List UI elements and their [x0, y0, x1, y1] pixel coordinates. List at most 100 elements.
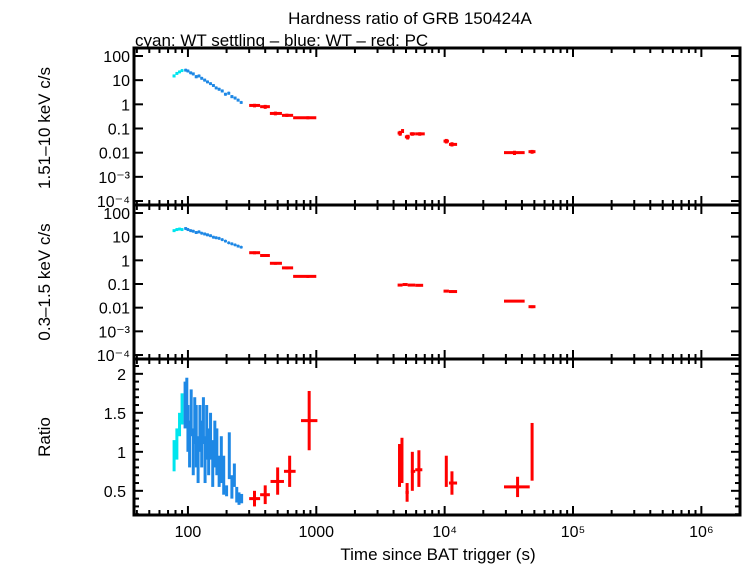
data-point: [217, 87, 221, 91]
y-tick-label: 1: [117, 445, 126, 462]
data-point: [293, 116, 317, 120]
panel-0: 100 10 1 0.1 0.01 10⁻³ 10⁻⁴: [97, 46, 742, 211]
y-tick-label: 0.5: [104, 484, 126, 501]
data-point: [209, 82, 213, 86]
y-tick-label: 100: [103, 49, 130, 66]
data-point: [197, 230, 201, 234]
data-point: [219, 436, 223, 484]
x-tick-label: 10⁵: [561, 524, 585, 541]
data-point: [230, 242, 234, 246]
data-point: [227, 91, 231, 95]
series-2: [249, 390, 534, 507]
data-point: [236, 244, 240, 248]
data-point: [189, 229, 193, 233]
data-point: [196, 436, 200, 484]
data-point: [269, 111, 282, 116]
y-tick-label: 10⁻³: [98, 324, 130, 341]
data-point: [191, 72, 195, 76]
x-tick-label: 10⁶: [689, 524, 713, 541]
data-point: [186, 69, 190, 73]
y-tick-label: 100: [103, 206, 130, 223]
data-point: [213, 420, 217, 468]
data-point: [233, 243, 237, 247]
data-point: [230, 95, 234, 99]
data-point: [415, 283, 424, 287]
data-point: [281, 266, 294, 270]
data-point: [211, 84, 215, 88]
data-point: [175, 428, 179, 460]
y-tick-label: 1.5: [104, 406, 126, 423]
data-point: [239, 245, 243, 249]
data-point: [405, 483, 409, 502]
y-tick-label: 0.01: [99, 146, 130, 163]
data-point: [223, 239, 227, 243]
series-0: [172, 393, 184, 472]
data-point: [172, 440, 176, 472]
data-point: [300, 390, 318, 451]
data-point: [249, 251, 261, 255]
data-point: [180, 69, 184, 73]
y-tick-label: 10: [112, 73, 130, 90]
y-axis-label-ratio: Ratio: [35, 417, 54, 457]
series-0: [172, 69, 184, 78]
data-point: [402, 283, 408, 287]
data-point: [201, 397, 205, 445]
data-point: [172, 229, 176, 233]
x-tick-label: 10⁴: [432, 524, 457, 541]
data-point: [240, 493, 244, 504]
data-point: [188, 420, 192, 468]
data-point: [237, 492, 241, 505]
data-point: [203, 78, 207, 82]
data-point: [504, 150, 525, 156]
data-point: [528, 305, 536, 309]
y-axis-label-soft: 0.3–1.5 keV c/s: [35, 223, 54, 340]
data-point: [184, 227, 188, 231]
data-point: [397, 283, 403, 287]
data-point: [215, 428, 219, 476]
data-point: [249, 103, 261, 108]
data-point: [178, 412, 182, 437]
data-point: [415, 132, 425, 136]
data-point: [214, 86, 218, 90]
y-tick-label: 0.1: [108, 277, 130, 294]
panel-frame: [132, 357, 742, 517]
data-point: [233, 96, 237, 100]
data-point: [444, 455, 448, 487]
data-point: [194, 230, 198, 234]
data-point: [448, 471, 458, 495]
x-tick-label: 1000: [298, 524, 334, 541]
data-point: [189, 389, 193, 437]
series-1: [184, 68, 243, 104]
data-point: [207, 428, 211, 476]
y-axis-label-hard: 1.51–10 keV c/s: [35, 67, 54, 189]
data-point: [225, 485, 229, 497]
data-point: [217, 455, 221, 487]
data-point: [194, 75, 198, 79]
data-point: [443, 289, 449, 293]
y-tick-label: 0.01: [99, 301, 130, 318]
data-point: [260, 104, 270, 109]
data-point: [217, 236, 221, 240]
data-point: [175, 71, 179, 75]
series-1: [184, 227, 243, 249]
data-point: [232, 463, 236, 487]
data-point: [211, 235, 215, 239]
data-point: [191, 229, 195, 233]
data-point: [448, 142, 458, 147]
data-point: [203, 232, 207, 236]
panel-2: 2 1.5 1 0.5 100 1000 10⁴ 10⁵ 10⁶: [104, 357, 742, 541]
panel-1: 100 10 1 0.1 0.01 10⁻³ 10⁻⁴: [97, 203, 742, 365]
data-point: [205, 233, 209, 237]
data-point: [504, 476, 530, 498]
data-point: [528, 149, 536, 154]
x-axis-label: Time since BAT trigger (s): [340, 545, 535, 564]
y-tick-label: 2: [117, 367, 126, 384]
data-point: [398, 444, 402, 487]
data-point: [175, 228, 179, 232]
data-point: [211, 440, 215, 487]
data-point: [239, 100, 243, 104]
series-2: [249, 251, 536, 309]
data-point: [189, 71, 193, 75]
data-point: [443, 138, 449, 144]
data-point: [281, 113, 294, 117]
